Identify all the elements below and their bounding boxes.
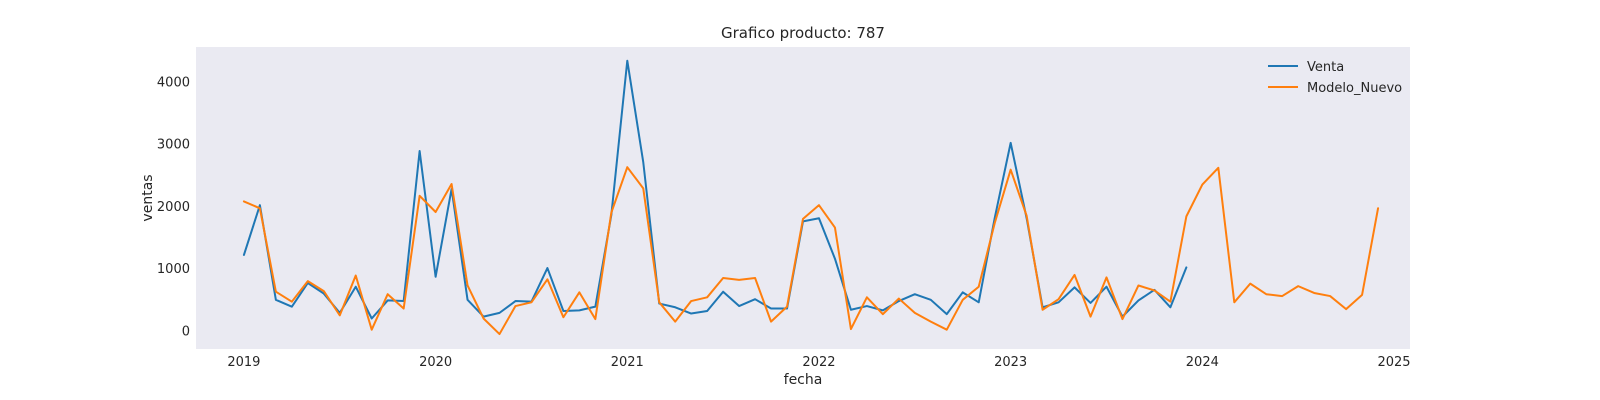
x-tick-label: 2025: [1377, 355, 1410, 370]
y-tick-label: 1000: [157, 262, 190, 277]
legend-label: Venta: [1307, 60, 1344, 75]
y-tick-label: 4000: [157, 75, 190, 90]
chart-title: Grafico producto: 787: [721, 24, 885, 42]
x-tick-labels: 2019 2020 2021 2022 2023 2024 2025: [227, 355, 1410, 370]
x-tick-label: 2024: [1186, 355, 1219, 370]
series-layer: [242, 59, 1380, 336]
legend: Venta Modelo_Nuevo: [1268, 60, 1402, 96]
x-tick-label: 2022: [802, 355, 835, 370]
legend-label: Modelo_Nuevo: [1307, 81, 1402, 96]
x-tick-label: 2020: [419, 355, 452, 370]
plot-area-background: [196, 47, 1410, 349]
y-tick-labels: 0 1000 2000 3000 4000: [157, 75, 190, 339]
y-tick-label: 3000: [157, 138, 190, 153]
y-axis-label: ventas: [140, 174, 156, 221]
x-tick-label: 2019: [227, 355, 260, 370]
x-axis-label: fecha: [784, 372, 823, 388]
x-tick-label: 2021: [611, 355, 644, 370]
x-tick-label: 2023: [994, 355, 1027, 370]
y-tick-label: 2000: [157, 200, 190, 215]
series-line-modelo-nuevo: [242, 166, 1380, 336]
y-tick-label: 0: [182, 324, 190, 339]
